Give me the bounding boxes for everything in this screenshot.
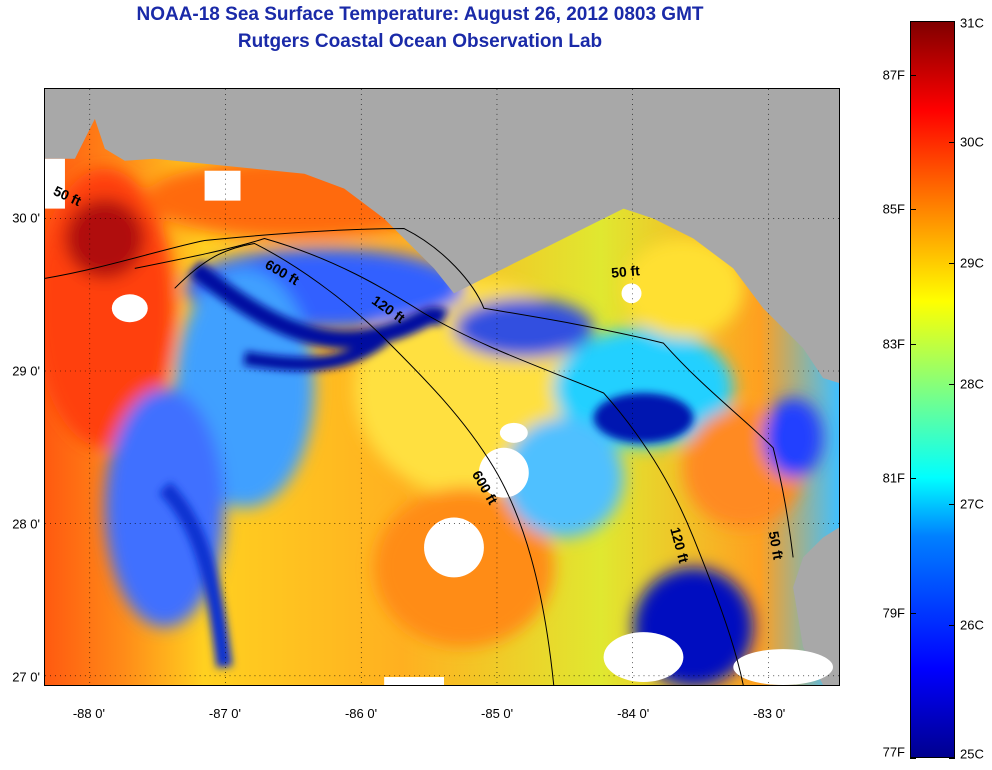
colorbar-fahrenheit-label: 83F: [882, 336, 905, 352]
contour-50ft: [45, 228, 794, 558]
colorbar-celsius-label: 29C: [960, 255, 984, 271]
sst-map: 50 ft 600 ft 120 ft 50 ft 600 ft 120 ft 50 ft: [44, 88, 840, 686]
colorbar-fahrenheit-label: 87F: [882, 67, 905, 83]
colorbar-fahrenheit-label: 77F: [882, 744, 905, 760]
contour-label: 50 ft: [766, 530, 787, 561]
land: [45, 89, 839, 384]
latitude-tick-label: 30 0': [12, 210, 40, 226]
latitude-tick-label: 29 0': [12, 363, 40, 379]
map-title: NOAA-18 Sea Surface Temperature: August …: [136, 4, 704, 25]
colorbar-celsius-label: 27C: [960, 496, 984, 512]
contour-600ft: [174, 242, 555, 685]
colorbar-celsius-label: 30C: [960, 134, 984, 150]
land-peninsula: [793, 527, 839, 685]
temperature-colorbar: [910, 21, 955, 758]
contour-120ft: [134, 237, 744, 685]
longitude-tick-label: -88 0': [72, 706, 105, 721]
latitude-tick-label: 27 0': [12, 669, 40, 685]
map-subtitle: Rutgers Coastal Ocean Observation Lab: [237, 31, 603, 52]
contour-label: 50 ft: [610, 262, 640, 280]
colorbar-fahrenheit-label: 85F: [882, 201, 905, 217]
colorbar-celsius-label: 28C: [960, 376, 984, 392]
isobath-contours: [45, 228, 794, 685]
colorbar-fahrenheit-label: 81F: [882, 470, 905, 486]
colorbar-fahrenheit-label: 79F: [882, 605, 905, 621]
cold-streaks: [158, 261, 694, 669]
longitude-tick-label: -84 0': [617, 706, 650, 721]
longitude-tick-label: -86 0': [344, 706, 378, 721]
longitude-tick-label: -83 0': [753, 706, 786, 721]
colorbar-celsius-label: 26C: [960, 617, 984, 633]
colorbar-celsius-label: 25C: [960, 746, 984, 762]
colorbar-celsius-label: 31C: [960, 15, 984, 31]
latitude-tick-label: 28 0': [12, 516, 40, 532]
longitude-tick-label: -87 0': [208, 706, 242, 721]
longitude-tick-label: -85 0': [481, 706, 514, 721]
